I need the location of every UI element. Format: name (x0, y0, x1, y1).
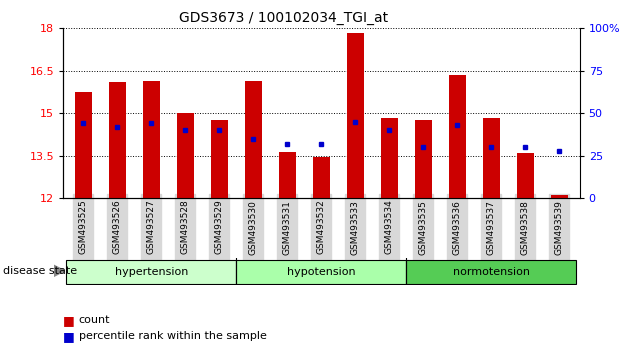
Bar (109, 82, 126, 198)
Bar (381, 118, 398, 198)
Bar (143, 81, 160, 198)
Bar (279, 152, 296, 198)
Text: percentile rank within the sample: percentile rank within the sample (79, 331, 266, 341)
FancyBboxPatch shape (66, 260, 236, 284)
Bar (313, 157, 329, 198)
Text: hypertension: hypertension (115, 267, 188, 277)
Text: ■: ■ (63, 314, 75, 327)
Polygon shape (54, 265, 65, 276)
FancyBboxPatch shape (236, 260, 406, 284)
Bar (75, 92, 92, 198)
Bar (483, 118, 500, 198)
Bar (346, 33, 364, 198)
Bar (415, 120, 432, 198)
FancyBboxPatch shape (406, 260, 576, 284)
Bar (551, 195, 568, 198)
Bar (211, 120, 228, 198)
Text: disease state: disease state (3, 266, 77, 276)
Text: normotension: normotension (453, 267, 530, 277)
Bar (449, 75, 466, 198)
Bar (245, 81, 262, 198)
Text: GDS3673 / 100102034_TGI_at: GDS3673 / 100102034_TGI_at (179, 11, 388, 25)
Text: hypotension: hypotension (287, 267, 355, 277)
Text: ■: ■ (63, 330, 75, 343)
Text: count: count (79, 315, 110, 325)
Bar (517, 153, 534, 198)
Bar (177, 113, 194, 198)
